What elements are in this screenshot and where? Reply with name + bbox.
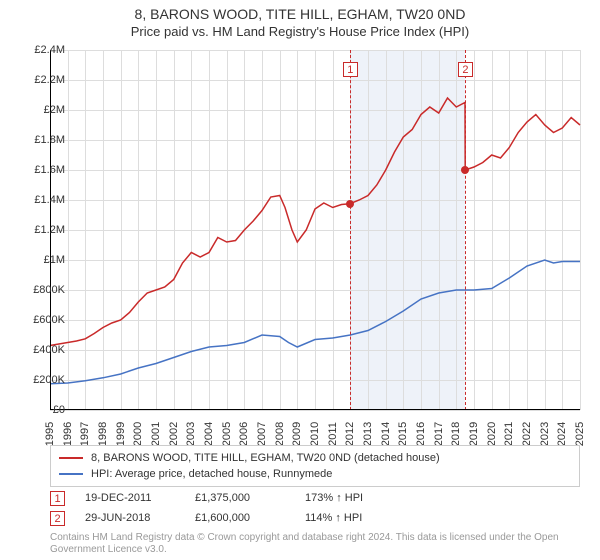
chart-lines-svg [50,50,580,410]
x-tick-label: 2001 [150,422,162,446]
chart-title: 8, BARONS WOOD, TITE HILL, EGHAM, TW20 0… [0,6,600,22]
y-tick-label: £1.4M [20,194,65,206]
sales-marker-2: 2 [50,511,65,526]
x-tick-label: 2017 [433,422,445,446]
sales-row-1: 1 19-DEC-2011 £1,375,000 173% ↑ HPI [50,488,580,508]
legend-label-hpi: HPI: Average price, detached house, Runn… [91,468,332,480]
y-tick-label: £1.6M [20,164,65,176]
x-tick-label: 2020 [486,422,498,446]
x-tick-label: 2019 [468,422,480,446]
y-tick-label: £1.8M [20,134,65,146]
x-tick-label: 2010 [309,422,321,446]
chart-container: 8, BARONS WOOD, TITE HILL, EGHAM, TW20 0… [0,0,600,560]
y-tick-label: £2.4M [20,44,65,56]
x-tick-label: 1998 [97,422,109,446]
y-tick-label: £2M [20,104,65,116]
y-tick-label: £2.2M [20,74,65,86]
marker-box-2: 2 [458,62,473,77]
marker-dot-1 [346,200,354,208]
y-tick-label: £400K [20,344,65,356]
chart-subtitle: Price paid vs. HM Land Registry's House … [0,24,600,39]
y-tick-label: £1M [20,254,65,266]
x-tick-label: 1997 [79,422,91,446]
x-tick-label: 2013 [362,422,374,446]
series-line-property [50,98,580,346]
y-tick-label: £200K [20,374,65,386]
sales-date-2: 29-JUN-2018 [65,512,195,524]
sales-table: 1 19-DEC-2011 £1,375,000 173% ↑ HPI 2 29… [50,488,580,528]
x-tick-label: 2015 [397,422,409,446]
x-tick-label: 2011 [327,422,339,446]
sales-price-1: £1,375,000 [195,492,305,504]
sales-price-2: £1,600,000 [195,512,305,524]
x-tick-label: 2025 [574,422,586,446]
x-tick-label: 2002 [168,422,180,446]
legend-box: 8, BARONS WOOD, TITE HILL, EGHAM, TW20 0… [50,445,580,487]
legend-label-property: 8, BARONS WOOD, TITE HILL, EGHAM, TW20 0… [91,452,440,464]
x-tick-label: 2018 [450,422,462,446]
footnote: Contains HM Land Registry data © Crown c… [50,532,580,556]
series-line-hpi [50,260,580,384]
sales-marker-1: 1 [50,491,65,506]
title-block: 8, BARONS WOOD, TITE HILL, EGHAM, TW20 0… [0,0,600,39]
marker-dot-2 [461,166,469,174]
legend-swatch-property [59,457,83,459]
x-tick-label: 2006 [238,422,250,446]
legend-swatch-hpi [59,473,83,475]
x-tick-label: 2005 [221,422,233,446]
y-tick-label: £1.2M [20,224,65,236]
marker-line-2 [465,50,466,410]
legend-row-hpi: HPI: Average price, detached house, Runn… [59,466,571,482]
x-tick-label: 1999 [115,422,127,446]
marker-line-1 [350,50,351,410]
x-tick-label: 2023 [539,422,551,446]
x-tick-label: 2014 [380,422,392,446]
x-tick-label: 2021 [503,422,515,446]
y-tick-label: £600K [20,314,65,326]
x-tick-label: 2004 [203,422,215,446]
marker-box-1: 1 [343,62,358,77]
x-tick-label: 2016 [415,422,427,446]
y-tick-label: £800K [20,284,65,296]
x-tick-label: 2007 [256,422,268,446]
x-tick-label: 1996 [62,422,74,446]
y-tick-label: £0 [20,404,65,416]
x-tick-label: 2024 [556,422,568,446]
x-tick-label: 2009 [291,422,303,446]
sales-pct-2: 114% ↑ HPI [305,512,425,524]
legend-row-property: 8, BARONS WOOD, TITE HILL, EGHAM, TW20 0… [59,450,571,466]
x-tick-label: 2008 [274,422,286,446]
x-tick-label: 2000 [132,422,144,446]
chart-plot-area: 12 [50,50,580,410]
x-tick-label: 2022 [521,422,533,446]
x-tick-label: 2003 [185,422,197,446]
x-tick-label: 1995 [44,422,56,446]
x-axis-line [50,409,580,410]
x-tick-label: 2012 [344,422,356,446]
sales-row-2: 2 29-JUN-2018 £1,600,000 114% ↑ HPI [50,508,580,528]
sales-pct-1: 173% ↑ HPI [305,492,425,504]
sales-date-1: 19-DEC-2011 [65,492,195,504]
